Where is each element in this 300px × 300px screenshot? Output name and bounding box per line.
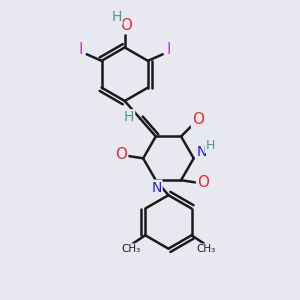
Text: O: O [192, 112, 204, 127]
Text: N: N [151, 181, 162, 195]
Text: CH₃: CH₃ [122, 244, 141, 254]
Text: CH₃: CH₃ [196, 244, 215, 254]
Text: I: I [167, 42, 171, 57]
Text: H: H [111, 10, 122, 24]
Text: N: N [196, 145, 207, 159]
Text: H: H [206, 139, 215, 152]
Text: I: I [79, 42, 83, 57]
Text: O: O [115, 147, 127, 162]
Text: O: O [120, 18, 132, 33]
Text: H: H [124, 110, 134, 124]
Text: O: O [197, 175, 209, 190]
